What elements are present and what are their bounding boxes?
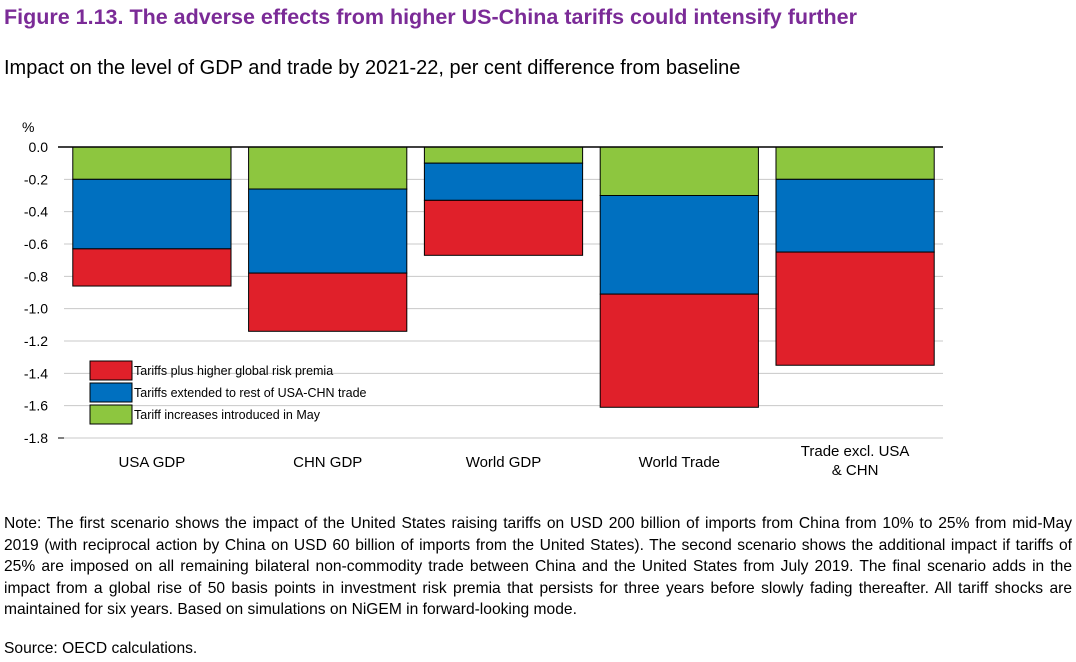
y-axis-label: % xyxy=(22,119,34,135)
legend: Tariffs plus higher global risk premia Ta… xyxy=(89,360,367,425)
bar-segment xyxy=(599,146,759,196)
bar-segment xyxy=(775,178,935,253)
x-category-label-line: World GDP xyxy=(466,454,542,471)
figure-subtitle: Impact on the level of GDP and trade by … xyxy=(4,57,741,79)
legend-label: Tariffs plus higher global risk premia xyxy=(134,364,333,378)
bar-segment xyxy=(599,293,759,408)
bar-segment xyxy=(775,146,935,180)
y-tick-label: -1.4 xyxy=(24,365,48,381)
figure-note: Note: The first scenario shows the impac… xyxy=(4,515,1072,618)
legend-label: Tariff increases introduced in May xyxy=(134,408,321,422)
x-category-label-line: USA GDP xyxy=(119,454,186,471)
y-tick-label: -1.2 xyxy=(24,333,48,349)
x-category-label-line: & CHN xyxy=(832,462,879,479)
y-tick-label: -1.8 xyxy=(24,430,48,446)
x-category-label: USA GDP xyxy=(119,454,186,471)
y-tick-label: -0.6 xyxy=(24,236,48,252)
x-category-label-line: World Trade xyxy=(639,454,720,471)
stacked-bar-chart: 0.0 -0.2 -0.4 -0.6 -0.8 -1.0 -1.2 -1.4 -1.6 -1.8%… xyxy=(22,119,943,479)
y-tick-label: 0.0 xyxy=(29,139,49,155)
x-category-label: World Trade xyxy=(639,454,720,471)
y-tick-label: -1.6 xyxy=(24,398,48,414)
legend-swatch xyxy=(89,404,133,425)
bar-segment xyxy=(248,188,408,274)
x-category-label: Trade excl. USA & CHN xyxy=(801,443,910,479)
x-category-label: World GDP xyxy=(466,454,542,471)
x-category-label-line: Trade excl. USA xyxy=(801,443,910,460)
y-tick-label: -1.0 xyxy=(24,301,48,317)
bar-segment xyxy=(599,195,759,295)
bar-segment xyxy=(423,162,584,201)
bar-segment xyxy=(248,272,408,332)
bar-segment xyxy=(72,146,232,180)
legend-label: Tariffs extended to rest of USA-CHN trad… xyxy=(134,386,367,400)
bar-segment xyxy=(423,146,584,164)
bar-segment xyxy=(72,178,232,250)
figure-title: Figure 1.13. The adverse effects from hi… xyxy=(4,5,858,29)
figure-source: Source: OECD calculations. xyxy=(4,640,198,657)
legend-swatch xyxy=(89,360,133,381)
legend-swatch xyxy=(89,382,133,403)
y-tick-label: -0.2 xyxy=(24,171,48,187)
bar-segment xyxy=(72,248,232,287)
bar-segment xyxy=(423,199,584,256)
x-category-label: CHN GDP xyxy=(293,454,362,471)
bar-segment xyxy=(775,251,935,366)
y-tick-label: -0.8 xyxy=(24,268,48,284)
x-category-label-line: CHN GDP xyxy=(293,454,362,471)
y-tick-label: -0.4 xyxy=(24,204,48,220)
bar-segment xyxy=(248,146,408,190)
